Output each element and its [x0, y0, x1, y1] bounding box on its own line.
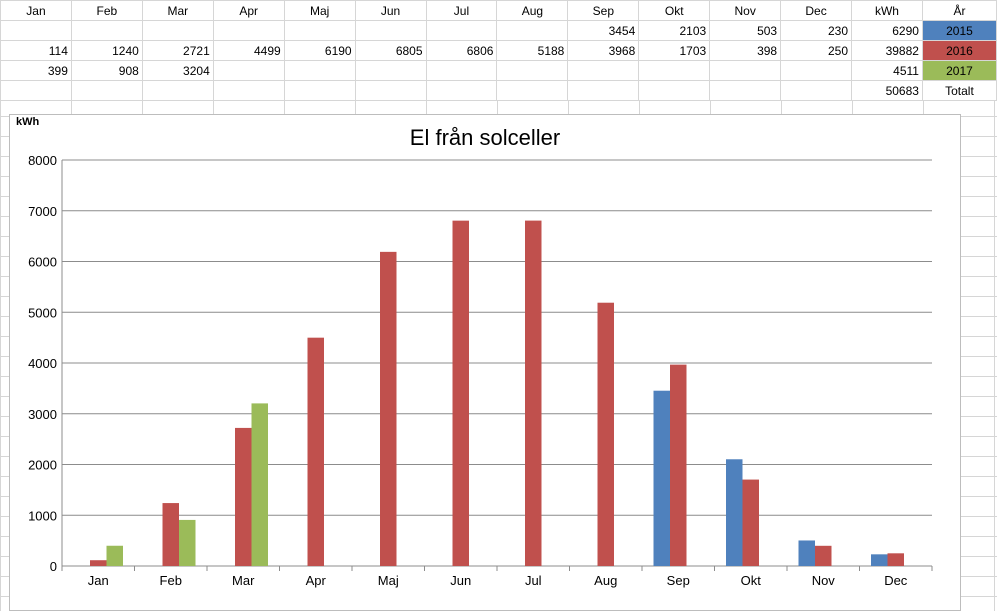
bar	[670, 364, 687, 566]
x-tick-label: Maj	[378, 573, 399, 588]
year-cell[interactable]: 2017	[921, 60, 997, 81]
bar	[235, 427, 252, 566]
bars	[90, 220, 904, 567]
y-axis-label: kWh	[16, 116, 40, 128]
total-label-cell[interactable]: Totalt	[921, 80, 997, 101]
table-row: 50683 Totalt	[0, 80, 997, 101]
year-cell[interactable]: 2015	[921, 20, 997, 41]
x-tick-label: Jun	[450, 573, 471, 588]
x-tick-label: Sep	[667, 573, 690, 588]
bar	[162, 503, 179, 566]
table-cell[interactable]	[638, 80, 711, 101]
y-tick-label: 0	[50, 559, 57, 574]
table-cell[interactable]	[70, 80, 143, 101]
table-cell[interactable]: 230	[780, 20, 853, 41]
table-cell[interactable]: 4511	[851, 60, 923, 81]
bar	[742, 479, 759, 566]
header-cell[interactable]: Okt	[638, 0, 711, 21]
bar	[653, 390, 670, 566]
axes: 0 1000 2000 3000 4000 5000 6000 7000 8000 Jan Feb M…	[28, 153, 933, 588]
table-header-row: Jan Feb Mar Apr Maj Jun Jul Aug Sep Okt …	[0, 0, 997, 21]
y-tick-label: 2000	[28, 458, 57, 473]
bar	[90, 560, 107, 566]
table-cell[interactable]: 398	[709, 40, 782, 61]
bar	[798, 540, 815, 566]
x-tick-label: Jan	[88, 573, 109, 588]
bar	[179, 519, 196, 566]
x-tick-label: Jul	[525, 573, 542, 588]
y-tick-label: 3000	[28, 407, 57, 422]
data-table: Jan Feb Mar Apr Maj Jun Jul Aug Sep Okt …	[0, 0, 997, 101]
bar	[452, 220, 469, 567]
chart-title: El från solceller	[410, 125, 560, 150]
x-tick-label: Mar	[232, 573, 255, 588]
table-cell[interactable]: 2721	[141, 40, 214, 61]
table-cell[interactable]: 2103	[638, 20, 711, 41]
x-tick-label: Feb	[160, 573, 182, 588]
x-tick-label: Apr	[306, 573, 327, 588]
y-tick-label: 8000	[28, 153, 57, 168]
header-cell[interactable]: kWh	[851, 0, 923, 21]
x-tick-label: Nov	[812, 573, 836, 588]
year-cell[interactable]: 2016	[921, 40, 997, 61]
header-cell[interactable]: Sep	[567, 0, 640, 21]
table-cell[interactable]	[141, 80, 214, 101]
table-cell[interactable]: 6190	[283, 40, 356, 61]
table-cell[interactable]: 4499	[212, 40, 285, 61]
bar	[597, 302, 614, 566]
gridlines	[62, 159, 932, 516]
bar	[380, 251, 397, 567]
bar	[106, 545, 123, 566]
bar	[726, 459, 743, 566]
table-cell[interactable]: 6805	[354, 40, 427, 61]
table-row: 3454 2103 503 230 6290 2015	[0, 20, 997, 41]
bar	[887, 553, 904, 566]
table-cell[interactable]: 503	[709, 20, 782, 41]
x-tick-label: Aug	[594, 573, 617, 588]
bar	[251, 403, 268, 566]
header-cell[interactable]: År	[921, 0, 997, 21]
bar	[815, 545, 832, 566]
bar	[525, 220, 542, 566]
table-cell[interactable]: 1240	[70, 40, 143, 61]
y-tick-label: 4000	[28, 356, 57, 371]
table-row: 114 1240 2721 4499 6190 6805 6806 5188 3…	[0, 40, 997, 61]
header-cell[interactable]: Apr	[212, 0, 285, 21]
x-tick-label: Okt	[741, 573, 762, 588]
header-cell[interactable]: Jan	[0, 0, 72, 21]
bar	[871, 554, 888, 566]
table-cell[interactable]: 1703	[638, 40, 711, 61]
y-tick-label: 7000	[28, 204, 57, 219]
table-cell[interactable]: 399	[0, 60, 72, 81]
y-tick-label: 6000	[28, 255, 57, 270]
x-tick-label: Dec	[884, 573, 908, 588]
y-tick-label: 5000	[28, 305, 57, 320]
y-tick-label: 1000	[28, 508, 57, 523]
bar	[307, 337, 324, 566]
table-cell[interactable]: 250	[780, 40, 853, 61]
table-cell[interactable]: 6290	[851, 20, 923, 41]
